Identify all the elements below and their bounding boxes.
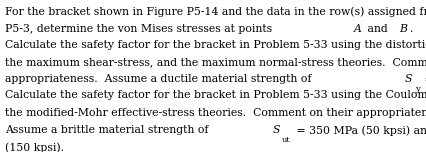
Text: = 400 MPa (60 kpsi).: = 400 MPa (60 kpsi). <box>420 74 426 85</box>
Text: B: B <box>399 24 407 34</box>
Text: and: and <box>364 24 391 34</box>
Text: the modified-Mohr effective-stress theories.  Comment on their appropriateness.: the modified-Mohr effective-stress theor… <box>5 108 426 118</box>
Text: the maximum shear-stress, and the maximum normal-stress theories.  Comment on th: the maximum shear-stress, and the maximu… <box>5 57 426 67</box>
Text: = 350 MPa (50 kpsi) and: = 350 MPa (50 kpsi) and <box>293 125 426 136</box>
Text: .: . <box>409 24 412 34</box>
Text: A: A <box>354 24 361 34</box>
Text: For the bracket shown in Figure P5-14 and the data in the row(s) assigned from T: For the bracket shown in Figure P5-14 an… <box>5 6 426 17</box>
Text: Calculate the safety factor for the bracket in Problem 5-33 using the Coulomb-Mo: Calculate the safety factor for the brac… <box>5 90 426 100</box>
Text: appropriateness.  Assume a ductile material strength of: appropriateness. Assume a ductile materi… <box>5 74 314 85</box>
Text: (150 kpsi).: (150 kpsi). <box>5 143 64 152</box>
Text: y: y <box>414 85 419 93</box>
Text: S: S <box>404 74 412 85</box>
Text: Calculate the safety factor for the bracket in Problem 5-33 using the distortion: Calculate the safety factor for the brac… <box>5 40 426 50</box>
Text: S: S <box>272 125 279 135</box>
Text: ut: ut <box>281 136 290 144</box>
Text: P5-3, determine the von Mises stresses at points: P5-3, determine the von Mises stresses a… <box>5 24 275 34</box>
Text: Assume a brittle material strength of: Assume a brittle material strength of <box>5 125 212 135</box>
